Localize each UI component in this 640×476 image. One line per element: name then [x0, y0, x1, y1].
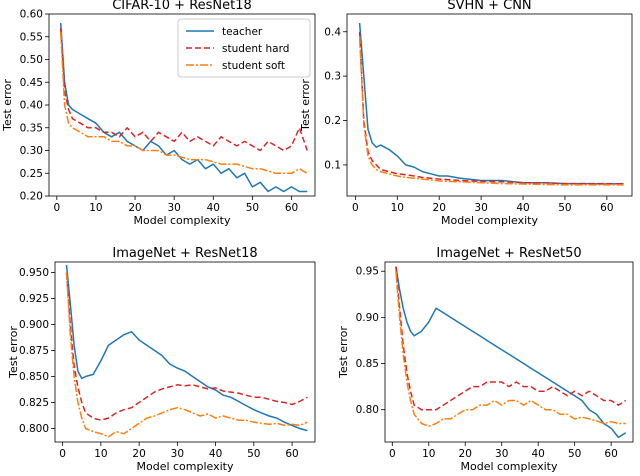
x-tick-label: 30 [167, 202, 180, 214]
x-tick-label: 30 [171, 448, 184, 460]
y-tick-label: 0.80 [356, 404, 379, 416]
x-tick-label: 0 [53, 202, 60, 214]
y-tick-label: 0.35 [20, 122, 43, 134]
legend-label-student-hard: student hard [222, 43, 289, 55]
x-tick-label: 50 [568, 448, 581, 460]
x-tick-label: 30 [474, 202, 487, 214]
y-tick-label: 0.800 [19, 423, 49, 435]
x-tick-label: 20 [459, 448, 472, 460]
legend: teacher student hard student soft [177, 18, 311, 78]
x-tick-label: 60 [285, 202, 298, 214]
x-tick-label: 20 [132, 448, 145, 460]
x-tick-label: 20 [128, 202, 141, 214]
y-tick-label: 0.950 [19, 267, 49, 279]
y-tick-label: 0.2 [324, 115, 341, 127]
x-tick-label: 30 [495, 448, 508, 460]
y-tick-label: 0.1 [324, 159, 341, 171]
x-axis-label: Model complexity [441, 214, 539, 227]
series-line-student-soft [65, 272, 308, 438]
y-axis-label: Test error [337, 326, 350, 379]
x-tick-label: 50 [246, 202, 259, 214]
x-axis-label: Model complexity [460, 460, 558, 473]
chart-title: SVHN + CNN [447, 0, 531, 13]
series-line-student-hard [59, 27, 308, 152]
y-tick-label: 0.60 [20, 9, 43, 21]
chart-title: ImageNet + ResNet18 [112, 246, 257, 261]
series-line-student-soft [395, 271, 626, 428]
series-line-teacher [395, 266, 627, 439]
series-line-teacher [358, 22, 624, 185]
y-axis-label: Test error [7, 326, 20, 379]
plot-frame [54, 261, 316, 443]
subplot-imagenet-resnet50: ImageNet + ResNet50 0 10 20 30 40 50 60 0.80 0.85… [337, 246, 634, 473]
subplot-cifar10-resnet18: CIFAR-10 + ResNet18 0 10 20 30 40 50 60 0.20 0.25… [1, 0, 316, 227]
x-axis-label: Model complexity [133, 214, 231, 227]
y-tick-label: 0.55 [20, 31, 43, 43]
plot-frame [48, 13, 316, 197]
series-line-student-hard [358, 31, 624, 185]
y-tick-label: 0.3 [324, 71, 341, 83]
y-tick-label: 0.4 [324, 26, 341, 38]
x-tick-label: 40 [209, 448, 222, 460]
y-axis-label: Test error [299, 79, 312, 132]
chart-title: CIFAR-10 + ResNet18 [112, 0, 252, 13]
y-tick-label: 0.825 [19, 397, 49, 409]
x-tick-label: 10 [391, 202, 404, 214]
x-tick-label: 60 [604, 448, 617, 460]
subplot-imagenet-resnet18: ImageNet + ResNet18 0 10 20 30 40 50 60 0.800 0.8… [7, 246, 316, 473]
legend-box [177, 18, 311, 78]
series-line-teacher [59, 23, 308, 193]
y-tick-label: 0.50 [20, 54, 43, 66]
y-tick-label: 0.45 [20, 77, 43, 89]
x-tick-label: 0 [389, 448, 396, 460]
chart-title: ImageNet + ResNet50 [436, 246, 581, 261]
x-tick-label: 40 [207, 202, 220, 214]
y-tick-label: 0.90 [356, 312, 379, 324]
y-tick-label: 0.25 [20, 168, 43, 180]
series-line-student-hard [395, 266, 627, 411]
y-tick-label: 0.95 [356, 266, 379, 278]
x-tick-label: 50 [247, 448, 260, 460]
subplot-svhn-cnn: SVHN + CNN 0 10 20 30 40 50 60 0.1 0.2 0.3 0.4 Model… [299, 0, 633, 227]
y-tick-label: 0.900 [19, 319, 49, 331]
x-tick-label: 60 [600, 202, 613, 214]
y-tick-label: 0.30 [20, 145, 43, 157]
x-tick-label: 20 [433, 202, 446, 214]
y-tick-label: 0.40 [20, 100, 43, 112]
y-tick-label: 0.85 [356, 358, 379, 370]
y-tick-label: 0.20 [20, 191, 43, 203]
x-tick-label: 10 [422, 448, 435, 460]
y-tick-label: 0.925 [19, 293, 49, 305]
x-tick-label: 60 [285, 448, 298, 460]
x-tick-label: 0 [59, 448, 66, 460]
x-tick-label: 10 [94, 448, 107, 460]
series-line-student-hard [65, 272, 308, 421]
y-tick-label: 0.875 [19, 345, 49, 357]
x-tick-label: 40 [531, 448, 544, 460]
x-tick-label: 50 [558, 202, 571, 214]
x-tick-label: 10 [89, 202, 102, 214]
series-line-student-soft [358, 36, 624, 186]
plot-frame [346, 13, 633, 197]
series-line-student-soft [59, 32, 308, 175]
legend-label-student-soft: student soft [222, 60, 285, 72]
x-tick-label: 40 [516, 202, 529, 214]
y-tick-label: 0.850 [19, 371, 49, 383]
series-line-teacher [65, 265, 308, 432]
y-axis-label: Test error [1, 79, 14, 132]
legend-label-teacher: teacher [222, 26, 263, 38]
x-tick-label: 0 [352, 202, 359, 214]
plot-frame [384, 261, 634, 443]
x-axis-label: Model complexity [136, 460, 234, 473]
